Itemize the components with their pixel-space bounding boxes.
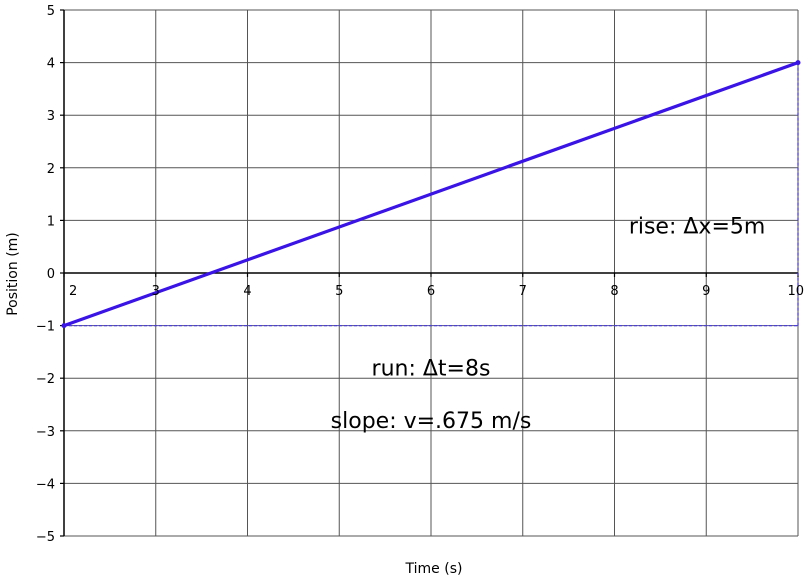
x-tick-label-2: 2 xyxy=(69,284,77,299)
x-tick-label-3: 3 xyxy=(152,284,160,299)
x-tick-label-7: 7 xyxy=(519,284,527,299)
series-point-0-0 xyxy=(61,323,67,329)
y-tick-label-7: −2 xyxy=(36,372,55,387)
annotation-1: run: Δt=8s xyxy=(372,357,491,382)
x-tick-label-6: 6 xyxy=(427,284,435,299)
y-tick-label-9: −4 xyxy=(36,477,55,492)
y-tick-label-3: 2 xyxy=(47,162,55,177)
x-tick-label-8: 8 xyxy=(610,284,618,299)
y-tick-label-6: −1 xyxy=(36,320,55,335)
y-tick-labels: 5 4 3 2 1 0 −1 −2 −3 −4 −5 xyxy=(36,4,55,545)
y-tick-label-1: 4 xyxy=(47,57,55,72)
axes xyxy=(60,9,799,537)
series-lines xyxy=(61,60,801,329)
y-tick-label-5: 0 xyxy=(47,267,55,282)
x-tick-label-4: 4 xyxy=(243,284,251,299)
x-tick-label-9: 9 xyxy=(702,284,710,299)
annotation-2: slope: v=.675 m/s xyxy=(331,409,532,434)
y-tick-label-10: −5 xyxy=(36,530,55,545)
rise-run-guides xyxy=(64,62,799,327)
x-tick-label-5: 5 xyxy=(335,284,343,299)
y-tick-label-8: −3 xyxy=(36,425,55,440)
annotations: rise: Δx=5m run: Δt=8s slope: v=.675 m/s xyxy=(331,215,766,435)
annotation-0: rise: Δx=5m xyxy=(629,215,766,240)
x-tick-labels: 2 3 4 5 6 7 8 9 10 xyxy=(69,284,804,299)
series-line-0 xyxy=(62,60,800,328)
y-tick-label-4: 1 xyxy=(47,214,55,229)
y-tick-label-0: 5 xyxy=(47,4,55,19)
y-tick-label-2: 3 xyxy=(47,109,55,124)
x-axis-title: Time (s) xyxy=(405,561,463,577)
series-point-0-1 xyxy=(795,60,801,66)
y-axis-title: Position (m) xyxy=(5,232,21,316)
x-tick-label-10: 10 xyxy=(787,284,804,299)
